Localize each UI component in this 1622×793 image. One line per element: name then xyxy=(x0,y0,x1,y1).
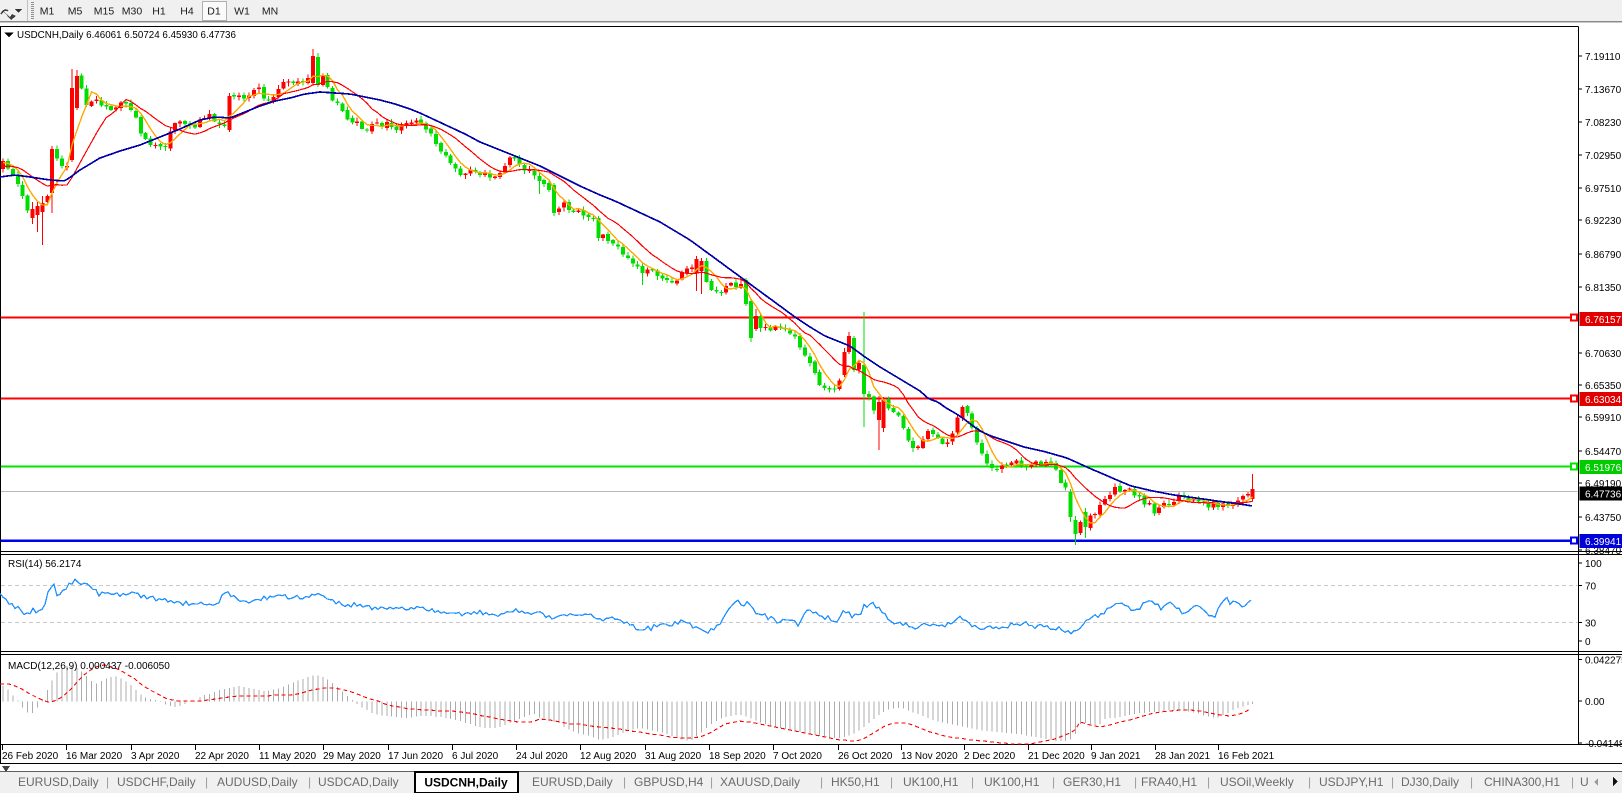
svg-text:RSI(14) 56.2174: RSI(14) 56.2174 xyxy=(8,559,82,570)
svg-text:DJ30,Daily: DJ30,Daily xyxy=(1401,775,1459,789)
svg-text:|: | xyxy=(623,775,626,789)
svg-text:30: 30 xyxy=(1585,619,1597,630)
svg-text:|: | xyxy=(1308,775,1311,789)
svg-text:|: | xyxy=(1470,775,1473,789)
svg-text:6.38470: 6.38470 xyxy=(1585,546,1622,557)
svg-text:MACD(12,26,9) 0.000437 -0.0060: MACD(12,26,9) 0.000437 -0.006050 xyxy=(8,661,170,672)
svg-text:M5: M5 xyxy=(68,6,83,18)
svg-text:24 Jul 2020: 24 Jul 2020 xyxy=(516,751,568,762)
svg-text:31 Aug 2020: 31 Aug 2020 xyxy=(645,751,702,762)
svg-text:UK100,H1: UK100,H1 xyxy=(903,775,959,789)
svg-text:USOil,Weekly: USOil,Weekly xyxy=(1220,775,1294,789)
svg-text:|: | xyxy=(308,775,311,789)
svg-text:12 Aug 2020: 12 Aug 2020 xyxy=(580,751,637,762)
svg-text:9 Jan 2021: 9 Jan 2021 xyxy=(1091,751,1141,762)
svg-text:FRA40,H1: FRA40,H1 xyxy=(1141,775,1197,789)
svg-text:H4: H4 xyxy=(180,6,194,18)
svg-text:6.65350: 6.65350 xyxy=(1585,381,1622,392)
svg-text:EURUSD,Daily: EURUSD,Daily xyxy=(18,775,99,789)
svg-text:USDJPY,H1: USDJPY,H1 xyxy=(1319,775,1384,789)
svg-text:|: | xyxy=(1134,775,1137,789)
svg-text:6.49190: 6.49190 xyxy=(1585,479,1622,490)
svg-text:USDCNH,Daily: USDCNH,Daily xyxy=(424,776,508,790)
svg-text:6.39941: 6.39941 xyxy=(1585,537,1622,548)
svg-text:16 Feb 2021: 16 Feb 2021 xyxy=(1218,751,1275,762)
svg-text:2 Dec 2020: 2 Dec 2020 xyxy=(964,751,1016,762)
svg-text:|: | xyxy=(820,775,823,789)
svg-text:AUDUSD,Daily: AUDUSD,Daily xyxy=(217,775,298,789)
svg-text:|: | xyxy=(1052,775,1055,789)
svg-text:|: | xyxy=(1207,775,1210,789)
svg-text:|: | xyxy=(710,775,713,789)
svg-text:W1: W1 xyxy=(234,6,250,18)
svg-text:13 Nov 2020: 13 Nov 2020 xyxy=(901,751,958,762)
svg-text:|: | xyxy=(1391,775,1394,789)
svg-text:16 Mar 2020: 16 Mar 2020 xyxy=(66,751,123,762)
svg-text:26 Feb 2020: 26 Feb 2020 xyxy=(2,751,59,762)
svg-text:26 Oct 2020: 26 Oct 2020 xyxy=(838,751,893,762)
svg-text:7.08230: 7.08230 xyxy=(1585,118,1622,129)
svg-text:28 Jan 2021: 28 Jan 2021 xyxy=(1155,751,1210,762)
svg-text:7.19110: 7.19110 xyxy=(1585,52,1621,63)
svg-text:6.43750: 6.43750 xyxy=(1585,513,1622,524)
svg-text:-0.04148: -0.04148 xyxy=(1585,739,1622,750)
svg-text:USDCHF,Daily: USDCHF,Daily xyxy=(117,775,196,789)
svg-text:6.54470: 6.54470 xyxy=(1585,447,1622,458)
svg-text:18 Sep 2020: 18 Sep 2020 xyxy=(709,751,766,762)
svg-text:6.70630: 6.70630 xyxy=(1585,349,1622,360)
svg-text:6.63034: 6.63034 xyxy=(1585,395,1622,406)
svg-text:6.59910: 6.59910 xyxy=(1585,413,1622,424)
svg-text:6.47736: 6.47736 xyxy=(1585,490,1622,501)
svg-text:EURUSD,Daily: EURUSD,Daily xyxy=(532,775,613,789)
svg-text:17 Jun 2020: 17 Jun 2020 xyxy=(388,751,443,762)
svg-text:6.51976: 6.51976 xyxy=(1585,463,1622,474)
svg-text:XAUUSD,Daily: XAUUSD,Daily xyxy=(720,775,800,789)
svg-text:6.92230: 6.92230 xyxy=(1585,216,1622,227)
svg-text:GER30,H1: GER30,H1 xyxy=(1063,775,1121,789)
svg-text:21 Dec 2020: 21 Dec 2020 xyxy=(1028,751,1085,762)
svg-text:|: | xyxy=(1571,775,1574,789)
svg-text:6.97510: 6.97510 xyxy=(1585,184,1622,195)
svg-text:70: 70 xyxy=(1585,582,1597,593)
svg-text:|: | xyxy=(106,775,109,789)
svg-text:29 May 2020: 29 May 2020 xyxy=(323,751,381,762)
svg-text:7.02950: 7.02950 xyxy=(1585,151,1622,162)
svg-text:7.13670: 7.13670 xyxy=(1585,85,1622,96)
svg-text:USDCAD,Daily: USDCAD,Daily xyxy=(318,775,399,789)
svg-text:6.81350: 6.81350 xyxy=(1585,283,1622,294)
svg-text:3 Apr 2020: 3 Apr 2020 xyxy=(131,751,180,762)
svg-text:UK100,H1: UK100,H1 xyxy=(984,775,1040,789)
svg-text:0.042275: 0.042275 xyxy=(1585,656,1622,667)
svg-text:6.86790: 6.86790 xyxy=(1585,250,1622,261)
svg-text:11 May 2020: 11 May 2020 xyxy=(259,751,317,762)
svg-text:U: U xyxy=(1580,775,1589,789)
svg-text:MN: MN xyxy=(262,6,278,18)
svg-text:6.76157: 6.76157 xyxy=(1585,315,1622,326)
svg-text:HK50,H1: HK50,H1 xyxy=(831,775,880,789)
svg-text:22 Apr 2020: 22 Apr 2020 xyxy=(195,751,249,762)
svg-text:|: | xyxy=(205,775,208,789)
svg-text:D1: D1 xyxy=(207,6,221,18)
svg-text:|: | xyxy=(971,775,974,789)
svg-text:M30: M30 xyxy=(122,6,143,18)
svg-text:|: | xyxy=(890,775,893,789)
svg-text:100: 100 xyxy=(1585,559,1602,570)
svg-text:M1: M1 xyxy=(40,6,55,18)
svg-text:CHINA300,H1: CHINA300,H1 xyxy=(1484,775,1560,789)
svg-text:7 Oct 2020: 7 Oct 2020 xyxy=(773,751,822,762)
svg-text:0: 0 xyxy=(1585,637,1591,648)
svg-text:H1: H1 xyxy=(152,6,166,18)
svg-text:6 Jul 2020: 6 Jul 2020 xyxy=(452,751,499,762)
svg-text:USDCNH,Daily 6.46061 6.50724: USDCNH,Daily 6.46061 6.50724 6.45930 6.4… xyxy=(17,30,236,41)
svg-text:M15: M15 xyxy=(94,6,115,18)
svg-text:0.00: 0.00 xyxy=(1585,697,1605,708)
svg-text:GBPUSD,H4: GBPUSD,H4 xyxy=(634,775,704,789)
